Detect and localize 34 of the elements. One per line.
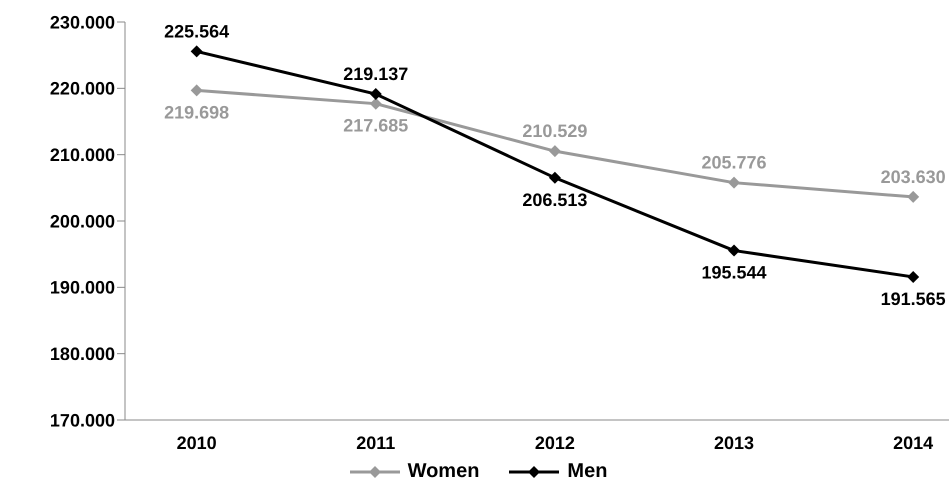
point <box>370 88 382 100</box>
point <box>728 176 740 189</box>
point <box>190 45 203 58</box>
x-tick-label: 2012 <box>534 432 575 453</box>
y-tick-label: 210.000 <box>50 145 115 166</box>
point <box>548 172 561 184</box>
legend-label: Women <box>408 460 480 483</box>
data-label: 205.776 <box>702 152 767 173</box>
data-label: 195.544 <box>702 262 767 283</box>
legend-label: Men <box>567 460 608 483</box>
y-tick-label: 190.000 <box>50 278 115 298</box>
data-label: 219.698 <box>164 102 230 122</box>
y-tick-label: 200.000 <box>50 211 115 232</box>
x-tick-label: 2010 <box>176 432 217 453</box>
data-label: 219.137 <box>343 64 408 84</box>
point <box>190 84 203 96</box>
data-label: 225.564 <box>164 21 230 42</box>
y-tick-label: 220.000 <box>50 78 115 99</box>
point <box>728 244 740 257</box>
y-tick-label: 180.000 <box>50 344 115 364</box>
x-tick-label: 2013 <box>714 432 754 453</box>
y-tick-label: 170.000 <box>50 410 115 430</box>
point <box>370 98 382 110</box>
data-label: 217.685 <box>343 116 408 136</box>
x-tick-label: 2014 <box>893 432 934 453</box>
point <box>548 145 561 158</box>
point <box>907 190 920 203</box>
data-label: 191.565 <box>880 288 946 309</box>
data-label: 206.513 <box>522 190 588 210</box>
x-tick-label: 2011 <box>356 432 396 453</box>
point <box>907 270 920 283</box>
data-label: 210.529 <box>522 121 588 142</box>
y-tick-label: 230.000 <box>50 12 115 32</box>
data-label: 203.630 <box>880 166 946 187</box>
